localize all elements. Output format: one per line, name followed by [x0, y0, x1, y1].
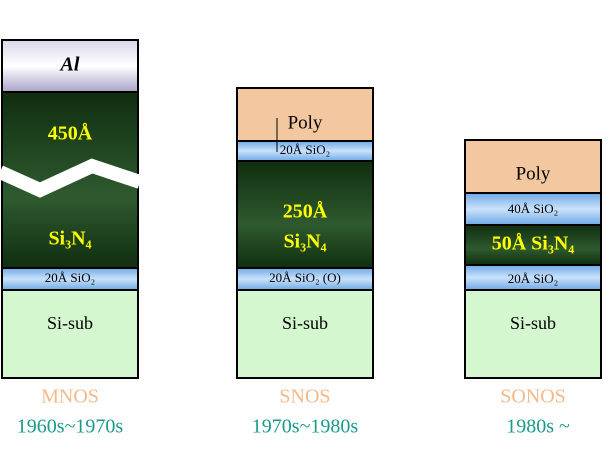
layer-label: Al: [59, 54, 80, 76]
layer-label: Si-sub: [47, 313, 93, 333]
stack-name: SONOS: [500, 386, 566, 408]
stack: Al 450Å Si₃N₄ 20Å SiO₂ Si-sub MNOS 1960s~1970s: [0, 39, 143, 438]
layer: [236, 160, 374, 269]
stack-era: 1980s ~: [506, 416, 570, 438]
stacks: Al 450Å Si₃N₄ 20Å SiO₂ Si-sub MNOS 1960s~1970s…: [0, 39, 602, 438]
layer-label: 20Å SiO₂ (O): [269, 270, 341, 285]
layer-label: Si-sub: [282, 313, 328, 333]
layer-label: 250Å: [283, 200, 328, 223]
layer: [1, 39, 139, 93]
layer-label: Si-sub: [510, 313, 556, 333]
layer-label: Si₃N₄: [48, 228, 91, 250]
layer-label: 50Å Si₃N₄: [492, 232, 575, 255]
layer: [464, 139, 602, 194]
layer-label: 450Å: [48, 122, 93, 145]
stack-name: SNOS: [279, 386, 330, 408]
layer-label: Poly: [288, 112, 323, 133]
stack-era: 1970s~1980s: [252, 416, 359, 438]
layer: [464, 224, 602, 266]
layer: [236, 289, 374, 379]
stack: Poly 20Å SiO₂ 250Å Si₃N₄ 20Å SiO₂ (O) Si-sub S…: [236, 87, 374, 438]
layer: [464, 289, 602, 379]
stack: Poly 40Å SiO₂ 50Å Si₃N₄ 20Å SiO₂ Si-sub SONOS…: [464, 139, 602, 438]
stack-name: MNOS: [41, 386, 99, 408]
layer-label: 20Å SiO₂: [508, 271, 558, 286]
layer-label: Poly: [516, 163, 551, 184]
layer: [464, 264, 602, 291]
layer: [1, 289, 139, 379]
layer-label: 20Å SiO₂: [280, 142, 330, 157]
break-mark: [0, 158, 143, 198]
layer: [236, 87, 374, 142]
stack-era: 1960s~1970s: [17, 416, 124, 438]
layer: [464, 192, 602, 226]
layer-label: 40Å SiO₂: [508, 201, 558, 216]
layer-label: 20Å SiO₂: [45, 270, 95, 285]
layer-label: Si₃N₄: [283, 231, 326, 253]
